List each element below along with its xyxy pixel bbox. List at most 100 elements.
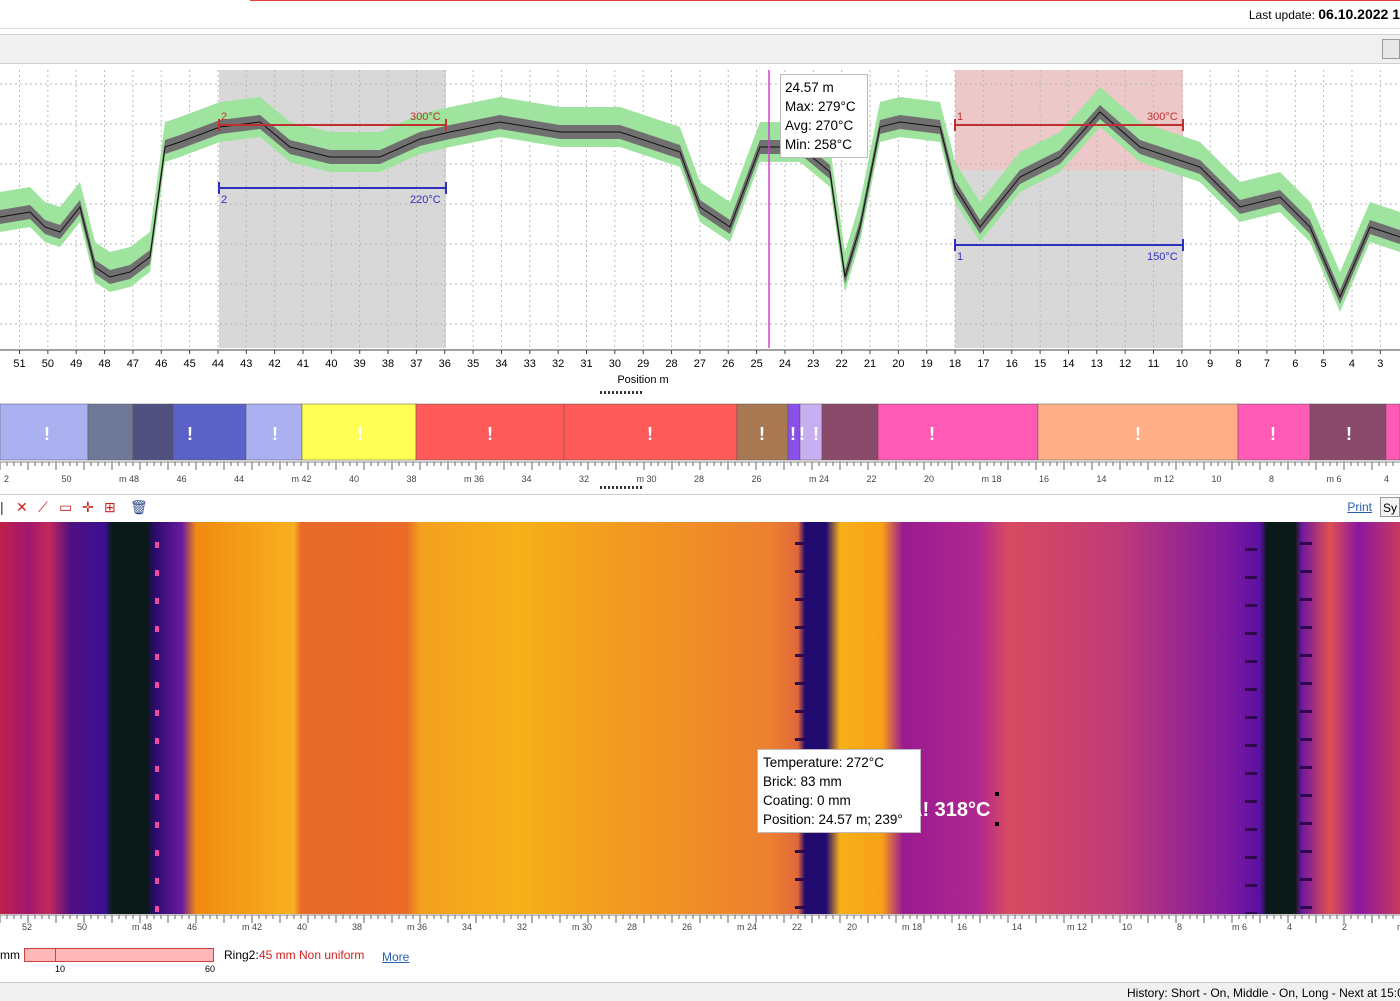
thermal-ruler-label: m 36 bbox=[407, 922, 427, 932]
close-tool-icon[interactable]: ✕ bbox=[16, 499, 28, 515]
delete-icon[interactable]: 🗑 bbox=[130, 499, 148, 515]
zone-1-min-label: 150°C bbox=[1147, 251, 1178, 263]
thermal-ruler-label: 34 bbox=[462, 922, 472, 932]
zone-2-number-max: 2 bbox=[221, 111, 227, 123]
zone-2-number-min: 2 bbox=[221, 194, 227, 206]
splitter-handle[interactable] bbox=[600, 486, 642, 489]
x-tick-label: 37 bbox=[410, 358, 422, 370]
x-tick-label: 50 bbox=[42, 358, 54, 370]
zone-segment[interactable] bbox=[1309, 403, 1387, 461]
zone-alert-marker[interactable]: ! bbox=[790, 424, 796, 444]
zone-segment[interactable] bbox=[301, 403, 417, 461]
splitter-handle[interactable] bbox=[600, 391, 642, 394]
tooltip-position: Position: 24.57 m; 239° bbox=[763, 812, 903, 827]
zones-ruler-label: 40 bbox=[349, 474, 359, 484]
last-update: Last update: 06.10.2022 1 bbox=[1249, 6, 1400, 22]
zone-segment[interactable] bbox=[1037, 403, 1239, 461]
top-divider bbox=[250, 0, 1400, 1]
cursor-tool-icon[interactable]: | bbox=[0, 499, 4, 515]
zones-ruler-label: m 36 bbox=[464, 474, 484, 484]
x-tick-label: 21 bbox=[864, 358, 876, 370]
zone-alert-marker[interactable]: ! bbox=[1346, 424, 1352, 444]
temperature-profile-chart[interactable]: 2 300°C 2 220°C 1 300°C 1 150°C 51 50 49 48… bbox=[0, 64, 1400, 390]
x-tick-label: 12 bbox=[1119, 358, 1131, 370]
thermal-toolbar: | ✕ ⟋ ▭ ✛ ⊞ 🗑 Print Sy bbox=[0, 494, 1400, 521]
tooltip-brick: Brick: 83 mm bbox=[763, 774, 842, 789]
ring2-value: 45 mm Non uniform bbox=[259, 948, 365, 962]
zone-alert-marker[interactable]: ! bbox=[44, 424, 50, 444]
more-link[interactable]: More bbox=[382, 950, 410, 964]
x-tick-label: 18 bbox=[949, 358, 961, 370]
x-tick-label: 23 bbox=[807, 358, 819, 370]
zone-alert-marker[interactable]: ! bbox=[647, 424, 653, 444]
zones-ruler-label: m 12 bbox=[1154, 474, 1174, 484]
thermal-ruler-label: m 6 bbox=[1232, 922, 1247, 932]
zones-ruler-label: 34 bbox=[522, 474, 532, 484]
zone-segment[interactable] bbox=[563, 403, 738, 461]
x-axis-ticks: 51 50 49 48 47 46 45 44 43 42 41 40 39 38 37 36 35 34 33 32… bbox=[13, 350, 1383, 370]
hotspot-label[interactable]: A! 318°C bbox=[908, 799, 991, 821]
thermal-scan-image[interactable] bbox=[0, 522, 1400, 914]
zone-segment[interactable] bbox=[87, 403, 134, 461]
zone-segment[interactable] bbox=[821, 403, 879, 461]
zones-ruler-label: 26 bbox=[752, 474, 762, 484]
zone-alert-marker[interactable]: ! bbox=[1135, 424, 1141, 444]
zone-1-number-min: 1 bbox=[957, 251, 963, 263]
x-tick-label: 41 bbox=[297, 358, 309, 370]
tooltip-avg: Avg: 270°C bbox=[785, 118, 854, 133]
x-tick-label: 45 bbox=[183, 358, 195, 370]
zone-alert-marker[interactable]: ! bbox=[799, 424, 805, 444]
zone-alert-marker[interactable]: ! bbox=[357, 424, 363, 444]
thermal-ruler-label: 22 bbox=[792, 922, 802, 932]
zone-segment[interactable] bbox=[245, 403, 303, 461]
thermal-ruler-label: 4 bbox=[1287, 922, 1292, 932]
zone-segment[interactable] bbox=[877, 403, 1039, 461]
thermal-ruler-label: 8 bbox=[1177, 922, 1182, 932]
zone-segment[interactable] bbox=[736, 403, 789, 461]
zone-alert-marker[interactable]: ! bbox=[187, 424, 193, 444]
secondary-toolbar bbox=[0, 34, 1400, 64]
x-tick-label: 51 bbox=[13, 358, 25, 370]
zone-1-max-label: 300°C bbox=[1147, 111, 1178, 123]
x-tick-label: 39 bbox=[354, 358, 366, 370]
zone-alert-marker[interactable]: ! bbox=[813, 424, 819, 444]
zone-alert-marker[interactable]: ! bbox=[487, 424, 493, 444]
zone-alert-marker[interactable]: ! bbox=[929, 424, 935, 444]
tooltip-position: 24.57 m bbox=[785, 80, 834, 95]
zone-1-limits: 1 300°C 1 150°C bbox=[954, 111, 1184, 263]
zone-alert-marker[interactable]: ! bbox=[1270, 424, 1276, 444]
zone-segment[interactable] bbox=[0, 403, 89, 461]
zone-segment[interactable] bbox=[415, 403, 565, 461]
print-link[interactable]: Print bbox=[1347, 500, 1372, 514]
zones-ruler-label: 20 bbox=[924, 474, 934, 484]
resize-tool-icon[interactable]: ⊞ bbox=[104, 499, 116, 515]
toolbar-button[interactable] bbox=[1382, 39, 1400, 59]
sy-button[interactable]: Sy bbox=[1380, 497, 1400, 517]
x-tick-label: 15 bbox=[1034, 358, 1046, 370]
cross-tool-icon[interactable]: ✛ bbox=[82, 499, 94, 515]
line-tool-icon[interactable]: ⟋ bbox=[38, 499, 48, 515]
zone-alert-marker[interactable]: ! bbox=[272, 424, 278, 444]
zone-segment[interactable] bbox=[132, 403, 174, 461]
thermal-ruler-label: m 48 bbox=[132, 922, 152, 932]
zone-segment[interactable] bbox=[1237, 403, 1311, 461]
x-tick-label: 30 bbox=[609, 358, 621, 370]
thermal-ruler-label: m 24 bbox=[737, 922, 757, 932]
x-tick-label: 20 bbox=[892, 358, 904, 370]
thermal-ruler-label: m bbox=[1397, 922, 1400, 932]
zones-ruler-label: 14 bbox=[1097, 474, 1107, 484]
zone-segment[interactable] bbox=[1385, 403, 1400, 461]
rect-tool-icon[interactable]: ▭ bbox=[59, 499, 73, 515]
zone-alert-marker[interactable]: ! bbox=[759, 424, 765, 444]
zone-segment[interactable] bbox=[172, 403, 247, 461]
ring-bar-divider bbox=[55, 949, 56, 961]
zones-ruler-label: m 42 bbox=[292, 474, 312, 484]
x-tick-label: 9 bbox=[1207, 358, 1213, 370]
zones-ruler-label: m 18 bbox=[982, 474, 1002, 484]
x-tick-label: 29 bbox=[637, 358, 649, 370]
cursor-tooltip: 24.57 m Max: 279°C Avg: 270°C Min: 258°C bbox=[780, 74, 868, 158]
zones-ruler-label: 38 bbox=[407, 474, 417, 484]
zones-strip[interactable]: !!!!!!!!!!!!!! 2 50 m 48 46 44 m 42 40 38 m 36 34… bbox=[0, 398, 1400, 488]
x-tick-label: 19 bbox=[921, 358, 933, 370]
thermal-ruler-label: 50 bbox=[77, 922, 87, 932]
